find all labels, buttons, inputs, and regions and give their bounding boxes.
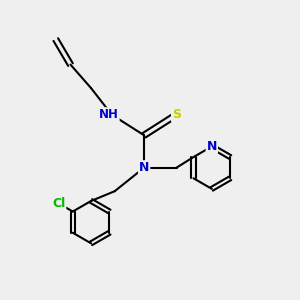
Text: Cl: Cl (52, 197, 65, 210)
Text: N: N (139, 161, 149, 174)
Text: S: S (172, 108, 181, 121)
Text: NH: NH (99, 108, 119, 121)
Text: N: N (207, 140, 217, 153)
